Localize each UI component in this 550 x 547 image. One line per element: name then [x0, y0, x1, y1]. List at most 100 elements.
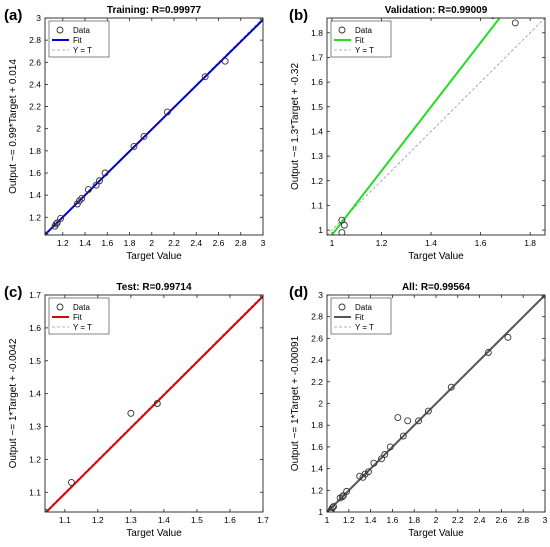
y-tick-label: 2 [318, 399, 323, 409]
y-tick-label: 3 [318, 290, 323, 300]
y-tick-label: 1.1 [311, 200, 323, 210]
y-tick-label: 1.7 [29, 290, 41, 300]
y-tick-label: 2.2 [311, 377, 323, 387]
y-tick-label: 1.2 [29, 212, 41, 222]
y-tick-label: 1.4 [29, 190, 41, 200]
data-point [394, 414, 402, 422]
x-tick-label: 1.6 [475, 238, 487, 248]
y-tick-label: 2.4 [29, 79, 41, 89]
y-tick-label: 1.2 [311, 176, 323, 186]
data-point [447, 383, 455, 391]
data-point [504, 333, 512, 341]
data-point [84, 186, 92, 194]
x-tick-label: 1.6 [224, 515, 236, 525]
x-axis-label: Target Value [408, 251, 464, 262]
data-point [327, 508, 334, 512]
x-tick-label: 3 [543, 515, 548, 525]
x-tick-label: 2.2 [168, 238, 180, 248]
y-tick-label: 1.4 [311, 464, 323, 474]
legend-data-marker [338, 26, 346, 34]
x-tick-label: 2.8 [517, 515, 529, 525]
y-tick-label: 1.8 [29, 146, 41, 156]
y-tick-label: 1.2 [29, 454, 41, 464]
data-point [67, 478, 75, 486]
y-tick-label: 2.6 [29, 57, 41, 67]
fit-line [330, 18, 501, 235]
data-point [153, 400, 161, 407]
x-tick-label: 2.2 [452, 515, 464, 525]
y-tick-label: 1.8 [311, 28, 323, 38]
legend-entry: Y = T [355, 46, 374, 55]
x-tick-label: 1.6 [386, 515, 398, 525]
fit-line [327, 295, 545, 512]
fit-line [45, 19, 263, 235]
x-tick-label: 2.4 [474, 515, 486, 525]
legend-entry: Y = T [73, 323, 92, 332]
x-axis-label: Target Value [126, 251, 182, 262]
legend-entry: Data [355, 26, 372, 35]
y-tick-label: 1.3 [29, 422, 41, 432]
data-point [338, 493, 346, 501]
data-point [511, 19, 519, 27]
data-point [378, 455, 385, 463]
data-point [340, 221, 348, 229]
plot-content [45, 18, 263, 235]
y-tick-label: 2 [36, 124, 41, 134]
chart-title: All: R=0.99564 [402, 282, 471, 293]
data-point [399, 432, 407, 440]
data-point [330, 503, 337, 511]
y-axis-label: Output ~= 1*Target + -0.00091 [290, 335, 301, 471]
legend-entry: Fit [355, 313, 365, 322]
data-point [140, 133, 148, 140]
plot-content [327, 18, 545, 235]
identity-line [327, 18, 545, 235]
chart-panel-2: (b) Validation: R=0.99009 1 1.2 1.4 1.6 1.8 1 1.… [289, 5, 546, 262]
data-point [490, 18, 496, 19]
data-point [338, 229, 346, 235]
data-point [404, 417, 412, 425]
axes-box [44, 17, 264, 236]
data-point [329, 504, 336, 512]
y-tick-label: 1.3 [311, 151, 323, 161]
x-tick-label: 1.4 [425, 238, 437, 248]
legend-data-marker [56, 303, 64, 311]
axes-box [326, 17, 546, 236]
x-tick-label: 1.2 [343, 515, 355, 525]
legend-entry: Y = T [73, 46, 92, 55]
data-point [221, 57, 229, 65]
x-tick-label: 2 [434, 515, 439, 525]
data-point [130, 142, 138, 150]
chart-title: Test: R=0.99714 [116, 282, 192, 293]
legend-data-marker [56, 26, 64, 34]
y-tick-label: 2.2 [29, 102, 41, 112]
data-point [415, 417, 423, 425]
data-point [343, 487, 351, 495]
legend-entry: Fit [73, 313, 83, 322]
y-tick-label: 1 [318, 507, 323, 517]
x-tick-label: 2.6 [495, 515, 507, 525]
x-tick-label: 3 [261, 238, 266, 248]
fit-line [45, 295, 263, 512]
chart-panel-1: (a) Training: R=0.99977 1.2 1.4 1.6 1.8 2 2.2 2.… [4, 5, 266, 262]
data-point [424, 407, 432, 415]
x-tick-label: 1.7 [257, 515, 269, 525]
chart-panel-4: (d) All: R=0.99564 1 1.2 1.4 1.6 1.8 2 2.2 2.4 2.6… [289, 282, 548, 539]
y-tick-label: 1.7 [311, 52, 323, 62]
data-point [57, 214, 65, 222]
chart-title: Training: R=0.99977 [107, 5, 202, 16]
x-tick-label: 2.6 [213, 238, 225, 248]
data-point [53, 219, 61, 227]
axes-box [326, 294, 546, 513]
x-tick-label: 2.4 [190, 238, 202, 248]
x-tick-label: 1.2 [57, 238, 69, 248]
y-tick-label: 1.2 [311, 485, 323, 495]
data-point [381, 451, 389, 458]
data-point [386, 443, 394, 451]
x-tick-label: 1.4 [79, 238, 91, 248]
y-tick-label: 2.6 [311, 333, 323, 343]
data-point [370, 459, 378, 467]
y-axis-label: Output ~= 1*Target + -0.0042 [8, 338, 19, 468]
y-tick-label: 1.6 [311, 77, 323, 87]
x-tick-label: 1.2 [376, 238, 388, 248]
